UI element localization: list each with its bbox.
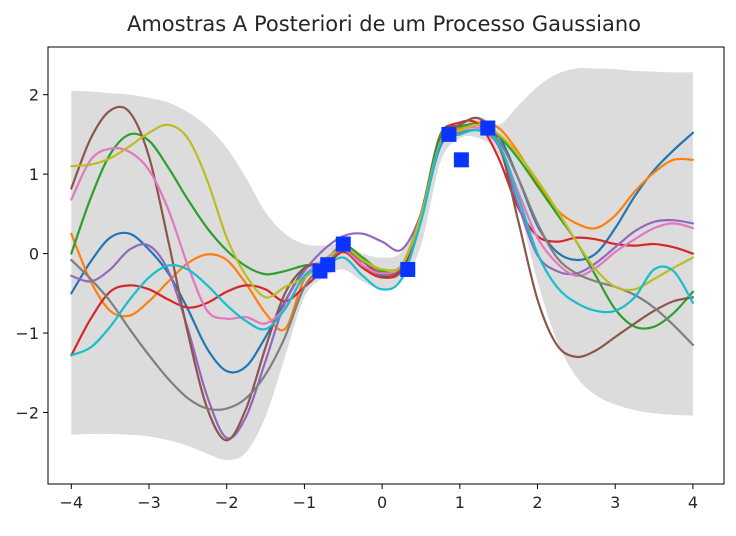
y-tick-label: 2 — [29, 86, 39, 105]
x-tick-label: 3 — [610, 493, 620, 512]
y-tick-label: 1 — [29, 165, 39, 184]
x-tick-label: 2 — [532, 493, 542, 512]
x-tick-label: 0 — [377, 493, 387, 512]
observation-point — [480, 120, 496, 136]
confidence-band — [71, 68, 693, 461]
y-tick-label: −2 — [15, 403, 39, 422]
sample-line-5 — [70, 128, 695, 440]
sample-line-9 — [70, 123, 695, 299]
sample-line-3 — [70, 123, 695, 330]
observation-point — [320, 257, 336, 273]
sample-line-4 — [70, 119, 695, 357]
plot-frame — [47, 46, 725, 485]
x-tick-label: −1 — [293, 493, 317, 512]
x-tick-label: 1 — [455, 493, 465, 512]
y-tick-label: −1 — [15, 324, 39, 343]
x-tick-label: 4 — [688, 493, 698, 512]
y-tick-label: 0 — [29, 245, 39, 264]
observation-point — [335, 236, 351, 252]
confidence-band-layer — [71, 68, 693, 461]
sample-line-7 — [70, 126, 695, 325]
x-tick-label: −4 — [60, 493, 84, 512]
x-tick-label: −3 — [137, 493, 161, 512]
observation-point — [453, 152, 469, 168]
sample-line-10 — [70, 128, 695, 357]
observation-point — [441, 126, 457, 142]
observations-layer — [312, 120, 496, 279]
observation-point — [400, 261, 416, 277]
x-tick-label: −2 — [215, 493, 239, 512]
chart-title: Amostras A Posteriori de um Processo Gau… — [127, 12, 641, 36]
axes-layer: −4 −3 −2 −1 0 1 2 3 4 −2 −1 0 1 2 — [15, 46, 725, 512]
series-layer — [70, 105, 695, 442]
